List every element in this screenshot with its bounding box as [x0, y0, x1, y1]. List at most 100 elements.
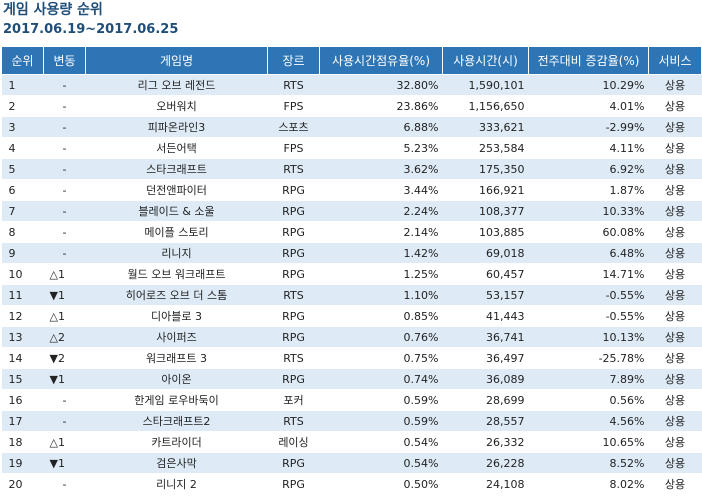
- rank-cell: 1: [1, 74, 44, 96]
- page-title: 게임 사용량 순위: [3, 2, 103, 18]
- header-game-name[interactable]: 게임명: [85, 46, 268, 75]
- service-cell: 상용: [648, 116, 702, 138]
- service-cell: 상용: [648, 137, 702, 159]
- usage-share-cell: 0.75%: [319, 347, 443, 369]
- usage-share-cell: 5.23%: [319, 137, 443, 159]
- rank-cell: 4: [1, 137, 44, 159]
- change-cell: -: [43, 242, 86, 264]
- header-change[interactable]: 변동: [43, 46, 86, 75]
- usage-share-cell: 0.59%: [319, 410, 443, 432]
- usage-hours-cell: 108,377: [442, 200, 529, 222]
- change-cell: ▼1: [43, 284, 86, 306]
- table-row: 1- 리그 오브 레전드 RTS 32.80% 1,590,101 10.29% 상용: [1, 74, 702, 96]
- weekly-growth-cell: 8.52%: [528, 452, 649, 474]
- service-cell: 상용: [648, 305, 702, 327]
- usage-hours-cell: 24,108: [442, 473, 529, 495]
- change-cell: -: [43, 116, 86, 138]
- change-cell: -: [43, 473, 86, 495]
- usage-share-cell: 1.25%: [319, 263, 443, 285]
- change-cell: -: [43, 410, 86, 432]
- rank-cell: 20: [1, 473, 44, 495]
- table-row: 20- 리니지 2 RPG 0.50% 24,108 8.02% 상용: [1, 473, 702, 495]
- rank-cell: 7: [1, 200, 44, 222]
- service-cell: 상용: [648, 284, 702, 306]
- change-cell: -: [43, 389, 86, 411]
- rank-cell: 9: [1, 242, 44, 264]
- service-cell: 상용: [648, 347, 702, 369]
- genre-cell: RPG: [267, 200, 320, 222]
- usage-hours-cell: 1,156,650: [442, 95, 529, 117]
- game-name-cell: 스타크래프트2: [85, 410, 268, 432]
- table-row: 19 ▼1 검은사막 RPG 0.54% 26,228 8.52% 상용: [1, 452, 702, 474]
- genre-cell: RPG: [267, 305, 320, 327]
- game-name-cell: 던전앤파이터: [85, 179, 268, 201]
- usage-share-cell: 6.88%: [319, 116, 443, 138]
- service-cell: 상용: [648, 95, 702, 117]
- change-cell: -: [43, 137, 86, 159]
- genre-cell: RPG: [267, 368, 320, 390]
- header-weekly-growth[interactable]: 전주대비 증감율(%): [528, 46, 649, 75]
- game-name-cell: 리니지: [85, 242, 268, 264]
- usage-share-cell: 1.42%: [319, 242, 443, 264]
- usage-share-cell: 3.62%: [319, 158, 443, 180]
- rank-cell: 16: [1, 389, 44, 411]
- rank-cell: 11: [1, 284, 44, 306]
- header-usage-hours[interactable]: 사용시간(시): [442, 46, 529, 75]
- change-cell: -: [43, 200, 86, 222]
- header-genre[interactable]: 장르: [267, 46, 320, 75]
- service-cell: 상용: [648, 368, 702, 390]
- weekly-growth-cell: 10.33%: [528, 200, 649, 222]
- service-cell: 상용: [648, 473, 702, 495]
- rank-cell: 14: [1, 347, 44, 369]
- weekly-growth-cell: -25.78%: [528, 347, 649, 369]
- change-cell: △1: [43, 431, 86, 453]
- header-usage-share[interactable]: 사용시간점유율(%): [319, 46, 443, 75]
- usage-hours-cell: 60,457: [442, 263, 529, 285]
- usage-hours-cell: 26,228: [442, 452, 529, 474]
- table-row: 2- 오버워치 FPS 23.86% 1,156,650 4.01% 상용: [1, 95, 702, 117]
- genre-cell: RTS: [267, 347, 320, 369]
- game-name-cell: 아이온: [85, 368, 268, 390]
- usage-share-cell: 0.76%: [319, 326, 443, 348]
- game-name-cell: 워크래프트 3: [85, 347, 268, 369]
- genre-cell: RPG: [267, 326, 320, 348]
- genre-cell: RTS: [267, 284, 320, 306]
- usage-hours-cell: 333,621: [442, 116, 529, 138]
- rank-cell: 3: [1, 116, 44, 138]
- genre-cell: FPS: [267, 137, 320, 159]
- usage-hours-cell: 253,584: [442, 137, 529, 159]
- weekly-growth-cell: 60.08%: [528, 221, 649, 243]
- game-name-cell: 디아블로 3: [85, 305, 268, 327]
- game-name-cell: 한게임 로우바둑이: [85, 389, 268, 411]
- table-row: 8- 메이플 스토리 RPG 2.14% 103,885 60.08% 상용: [1, 221, 702, 243]
- genre-cell: 레이싱: [267, 431, 320, 453]
- rank-cell: 12: [1, 305, 44, 327]
- genre-cell: RPG: [267, 242, 320, 264]
- genre-cell: RPG: [267, 263, 320, 285]
- weekly-growth-cell: 4.56%: [528, 410, 649, 432]
- header-rank[interactable]: 순위: [1, 46, 44, 75]
- usage-share-cell: 0.74%: [319, 368, 443, 390]
- usage-share-cell: 1.10%: [319, 284, 443, 306]
- game-name-cell: 검은사막: [85, 452, 268, 474]
- usage-share-cell: 2.14%: [319, 221, 443, 243]
- usage-share-cell: 32.80%: [319, 74, 443, 96]
- genre-cell: 스포츠: [267, 116, 320, 138]
- weekly-growth-cell: 4.11%: [528, 137, 649, 159]
- service-cell: 상용: [648, 221, 702, 243]
- table-row: 18 △1 카트라이더 레이싱 0.54% 26,332 10.65% 상용: [1, 431, 702, 453]
- game-name-cell: 월드 오브 워크래프트: [85, 263, 268, 285]
- usage-share-cell: 0.54%: [319, 431, 443, 453]
- change-cell: -: [43, 179, 86, 201]
- game-name-cell: 리니지 2: [85, 473, 268, 495]
- header-service[interactable]: 서비스: [648, 46, 702, 75]
- change-cell: ▼2: [43, 347, 86, 369]
- table-row: 4- 서든어택 FPS 5.23% 253,584 4.11% 상용: [1, 137, 702, 159]
- game-name-cell: 메이플 스토리: [85, 221, 268, 243]
- weekly-growth-cell: -0.55%: [528, 284, 649, 306]
- weekly-growth-cell: 0.56%: [528, 389, 649, 411]
- game-name-cell: 히어로즈 오브 더 스톰: [85, 284, 268, 306]
- usage-hours-cell: 36,741: [442, 326, 529, 348]
- table-row: 10 △1 월드 오브 워크래프트 RPG 1.25% 60,457 14.71% 상용: [1, 263, 702, 285]
- change-cell: -: [43, 221, 86, 243]
